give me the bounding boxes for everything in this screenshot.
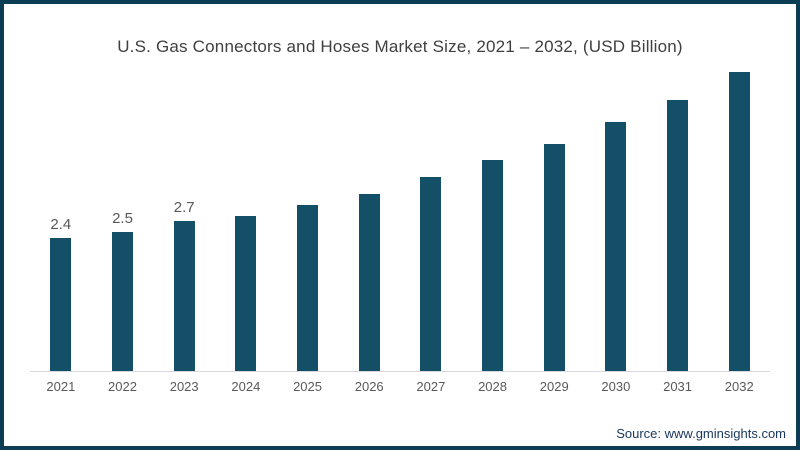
chart-title: U.S. Gas Connectors and Hoses Market Siz… [117, 37, 683, 56]
bar-value-label-2021: 2.4 [50, 216, 72, 233]
plot-area: 2.4 2.5 2.7 2021 2022 2023 2024 2025 2026 2027 20… [30, 61, 770, 394]
bar-2028 [482, 160, 504, 371]
bar-2027 [420, 177, 442, 371]
x-axis-labels: 2021 2022 2023 2024 2025 2026 2027 2028 2029 2030… [30, 372, 770, 394]
bar-2030 [605, 122, 627, 371]
bar-2023 [173, 221, 195, 371]
x-tick-2029: 2029 [539, 379, 569, 394]
bar-2026 [358, 194, 380, 371]
x-tick-2024: 2024 [231, 379, 261, 394]
x-tick-2032: 2032 [724, 379, 754, 394]
bar-2024 [235, 216, 257, 371]
bar-slot-2031 [647, 100, 709, 371]
x-tick-2022: 2022 [108, 379, 137, 394]
bar-2022 [112, 232, 133, 371]
bar-slot-2024 [215, 216, 277, 371]
bar-2029 [543, 144, 565, 371]
x-tick-2021: 2021 [46, 379, 76, 394]
source-attribution: Source: www.gminsights.com [616, 426, 786, 441]
x-tick-2028: 2028 [478, 379, 507, 394]
bar-slot-2025 [277, 205, 339, 371]
bar-2021 [50, 238, 72, 371]
x-tick-2025: 2025 [293, 379, 322, 394]
x-tick-2030: 2030 [601, 379, 631, 394]
bar-slot-2029 [523, 144, 585, 371]
bar-slot-2022: 2.5 [92, 210, 154, 371]
bar-slot-2021: 2.4 [30, 216, 92, 371]
x-tick-2027: 2027 [416, 379, 446, 394]
bar-slot-2032 [708, 72, 770, 371]
bar-slot-2023: 2.7 [153, 199, 215, 371]
bar-2032 [728, 72, 750, 371]
bar-slot-2030 [585, 122, 647, 371]
bar-value-label-2023: 2.7 [173, 199, 195, 216]
bar-value-label-2022: 2.5 [112, 210, 133, 227]
bar-slot-2026 [338, 194, 400, 371]
bar-2031 [667, 100, 689, 371]
bars-container: 2.4 2.5 2.7 [30, 61, 770, 372]
bar-slot-2027 [400, 177, 462, 371]
bar-slot-2028 [462, 160, 524, 371]
x-tick-2031: 2031 [663, 379, 693, 394]
x-tick-2026: 2026 [354, 379, 384, 394]
x-tick-2023: 2023 [169, 379, 199, 394]
bar-2025 [297, 205, 319, 371]
